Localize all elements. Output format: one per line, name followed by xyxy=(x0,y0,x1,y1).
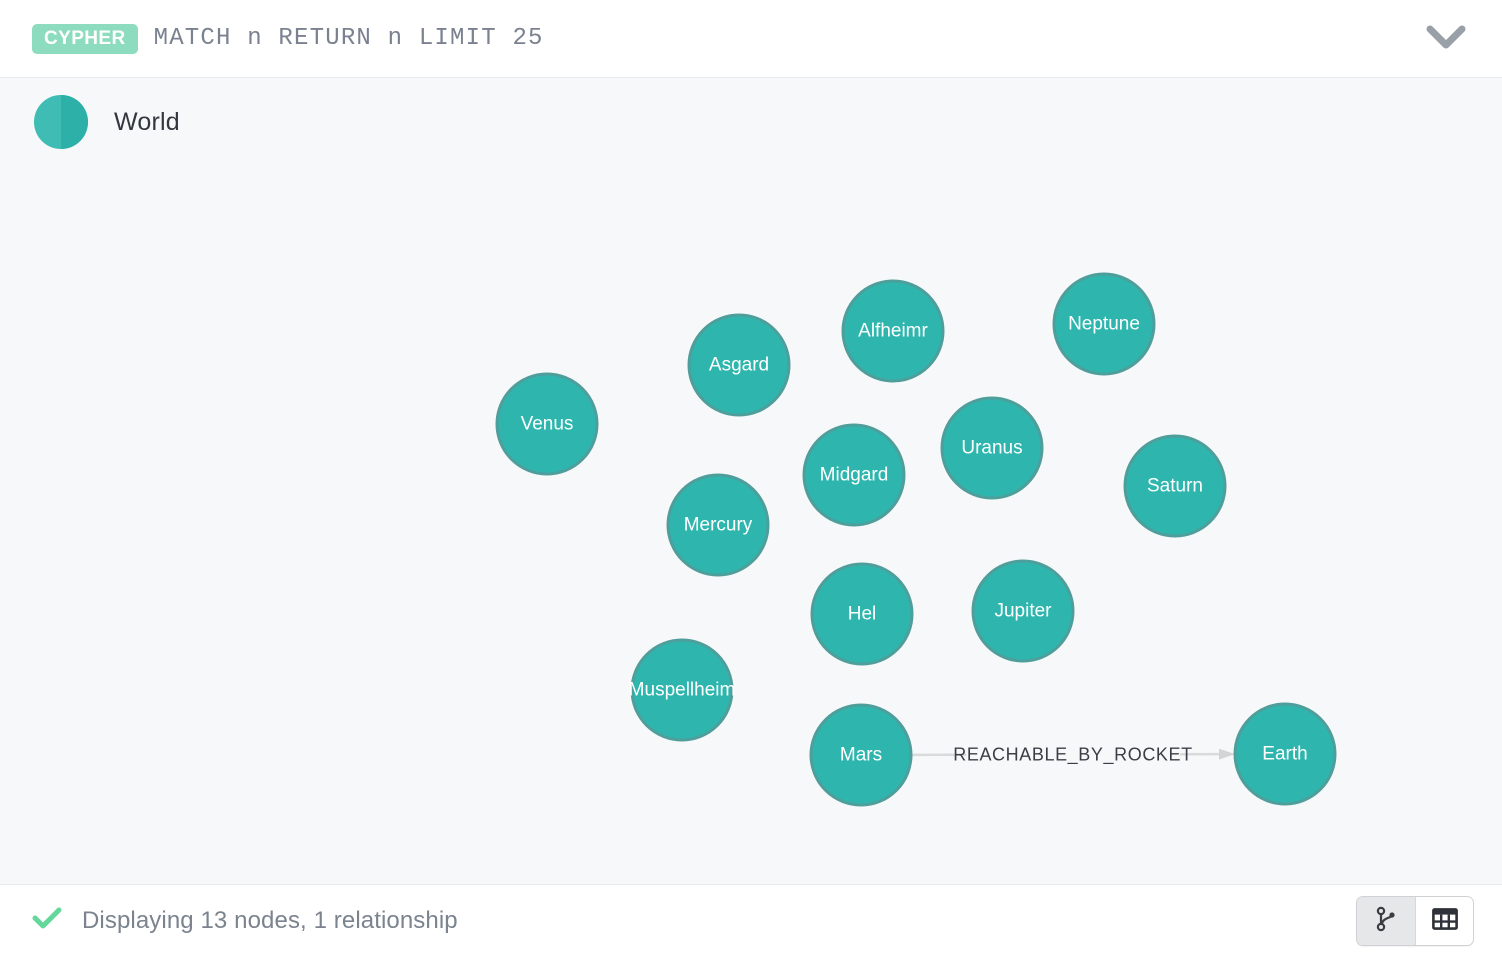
node-circle[interactable] xyxy=(1123,434,1227,538)
graph-canvas[interactable]: World REACHABLE_BY_ROCKET Alfheimr Neptun… xyxy=(0,78,1502,884)
graph-node[interactable]: Saturn xyxy=(1123,434,1227,538)
graph-node[interactable]: Midgard xyxy=(802,423,906,527)
query-bar: CYPHER MATCH n RETURN n LIMIT 25 xyxy=(0,0,1502,78)
node-circle[interactable] xyxy=(1233,702,1337,806)
graph-svg: REACHABLE_BY_ROCKET Alfheimr Neptune Asgar… xyxy=(495,272,1337,807)
graph-branch-icon xyxy=(1375,906,1397,935)
relationship-layer: REACHABLE_BY_ROCKET xyxy=(910,745,1236,766)
graph-node[interactable]: Mercury xyxy=(666,473,770,577)
check-icon xyxy=(32,905,62,936)
graph-node[interactable]: Neptune xyxy=(1052,272,1156,376)
table-grid-icon xyxy=(1431,908,1458,933)
node-circle[interactable] xyxy=(666,473,770,577)
node-circle[interactable] xyxy=(495,372,599,476)
node-circle[interactable] xyxy=(630,638,734,742)
relationship-label: REACHABLE_BY_ROCKET xyxy=(953,745,1192,766)
node-circle[interactable] xyxy=(1052,272,1156,376)
legend-label-world[interactable]: World xyxy=(114,107,180,136)
graph-node[interactable]: Muspellheim xyxy=(629,638,736,742)
graph-node[interactable]: Jupiter xyxy=(971,559,1075,663)
relationship[interactable]: REACHABLE_BY_ROCKET xyxy=(910,745,1236,766)
graph-node[interactable]: Hel xyxy=(810,562,914,666)
legend: World xyxy=(34,95,180,149)
node-circle[interactable] xyxy=(940,396,1044,500)
graph-node[interactable]: Venus xyxy=(495,372,599,476)
relationship-arrowhead xyxy=(1218,748,1236,760)
graph-node[interactable]: Alfheimr xyxy=(841,279,945,383)
node-circle[interactable] xyxy=(687,313,791,417)
status-text: Displaying 13 nodes, 1 relationship xyxy=(82,906,458,934)
node-circle[interactable] xyxy=(841,279,945,383)
legend-swatch-world[interactable] xyxy=(34,95,88,149)
query-text[interactable]: MATCH n RETURN n LIMIT 25 xyxy=(153,25,544,52)
graph-node[interactable]: Uranus xyxy=(940,396,1044,500)
status-message: Displaying 13 nodes, 1 relationship xyxy=(32,905,458,936)
node-circle[interactable] xyxy=(809,703,913,807)
chevron-down-icon xyxy=(1426,24,1466,53)
view-toggle-group xyxy=(1356,895,1474,946)
graph-view-button[interactable] xyxy=(1357,896,1415,945)
graph-node[interactable]: Asgard xyxy=(687,313,791,417)
graph-node[interactable]: Earth xyxy=(1233,702,1337,806)
node-circle[interactable] xyxy=(810,562,914,666)
node-layer: Alfheimr Neptune Asgard Venus Uranus Midgard S… xyxy=(495,272,1337,807)
status-bar: Displaying 13 nodes, 1 relationship xyxy=(0,884,1502,956)
collapse-button[interactable] xyxy=(1420,19,1472,59)
node-circle[interactable] xyxy=(802,423,906,527)
cypher-badge: CYPHER xyxy=(32,23,138,54)
graph-node[interactable]: Mars xyxy=(809,703,913,807)
table-view-button[interactable] xyxy=(1415,896,1473,945)
node-circle[interactable] xyxy=(971,559,1075,663)
